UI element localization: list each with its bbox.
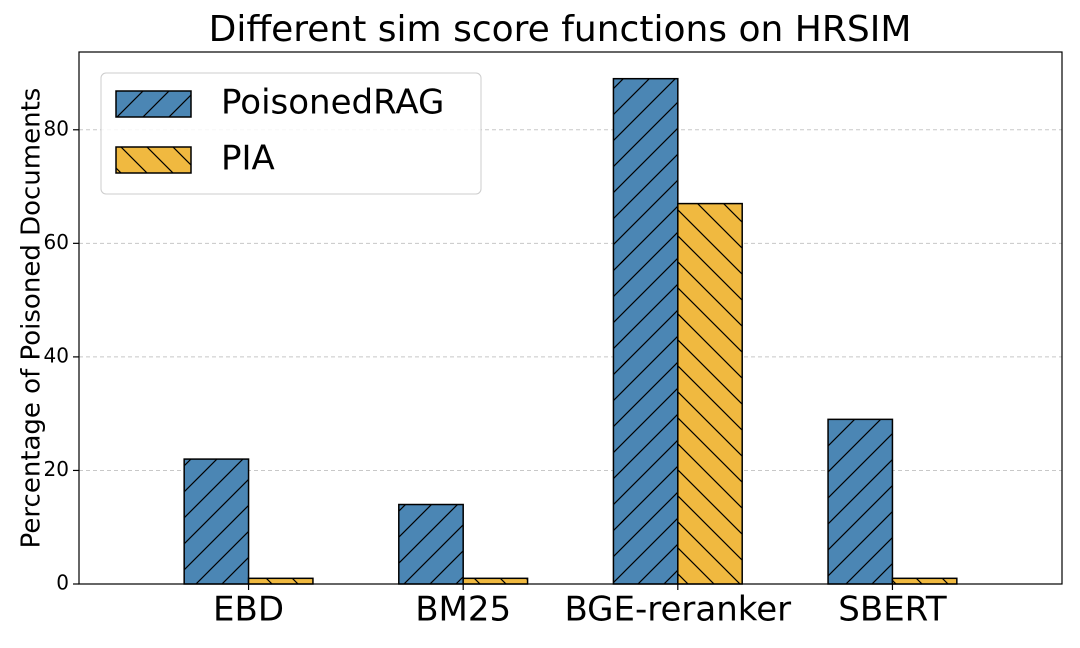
legend-swatch [115,146,192,174]
y-tick-label: 40 [44,343,69,367]
x-tick-label: BGE-reranker [564,590,791,630]
x-tick-label: SBERT [838,590,947,630]
y-tick-label: 60 [44,230,69,254]
bar [827,418,894,585]
y-tick-label: 80 [44,116,69,140]
legend-label: PoisonedRAG [221,83,444,123]
bar [183,458,250,585]
legend-swatch [115,90,192,118]
bar [462,577,529,585]
legend-label: PIA [221,139,275,179]
y-axis-label: Percentage of Poisoned Documents [17,88,47,549]
y-tick-label: 0 [56,571,69,595]
y-tick-label: 20 [44,457,69,481]
x-tick-label: BM25 [415,590,511,630]
x-tick-label: EBD [213,590,284,630]
bar [677,202,743,585]
plot-frame [78,51,1063,585]
bar [891,577,958,585]
bar [398,503,464,585]
bar [247,577,314,585]
chart-title: Different sim score functions on HRSIM [209,9,912,50]
legend-box [100,72,482,195]
bar [612,77,679,585]
